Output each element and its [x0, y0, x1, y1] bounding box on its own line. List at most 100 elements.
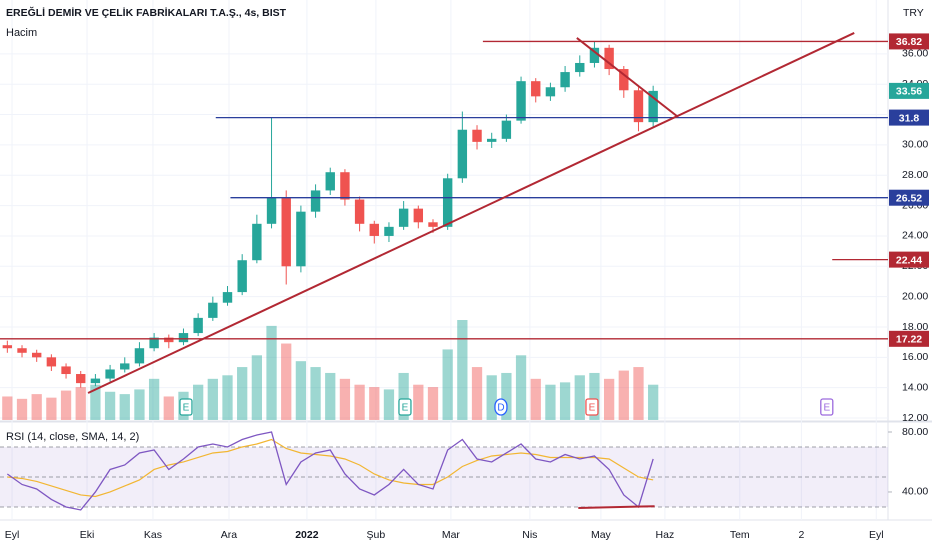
volume-bar [266, 325, 277, 420]
volume-bar [589, 372, 600, 420]
volume-bar [134, 389, 145, 420]
candle-body [516, 81, 526, 121]
y-tick-label: 20.00 [902, 290, 928, 302]
candle-body [325, 172, 335, 191]
x-tick-label: Eyl [5, 529, 20, 541]
candle-body [354, 199, 365, 224]
y-tick-label: 14.00 [902, 381, 928, 393]
candle-body [560, 72, 570, 88]
x-tick-label: Şub [367, 529, 386, 541]
volume-bar [325, 372, 336, 420]
candle-body [648, 90, 658, 123]
candle-body [575, 62, 585, 73]
price-box-label: 31.8 [899, 112, 920, 124]
price-box-label: 36.82 [896, 36, 922, 48]
volume-bar [237, 367, 248, 420]
event-marker [820, 398, 834, 416]
volume-bar [75, 387, 86, 420]
candle-body [17, 348, 27, 353]
volume-bar [442, 349, 453, 420]
volume-bar [119, 394, 130, 420]
volume-bar [31, 394, 42, 420]
x-tick-label: Eki [80, 529, 95, 541]
volume-bar [354, 384, 365, 420]
volume-bar [2, 396, 13, 420]
rsi-tick-label: 80.00 [902, 426, 928, 438]
candle-body [237, 260, 247, 293]
price-box-label: 22.44 [896, 254, 922, 266]
volume-bar [163, 396, 174, 420]
price-box-label: 26.52 [896, 192, 922, 204]
x-tick-label: Eyl [869, 529, 884, 541]
candle-body [545, 87, 556, 97]
candle-body [428, 222, 438, 227]
candle-body [457, 129, 468, 179]
price-box-label: 33.56 [896, 86, 922, 98]
candle-body [413, 208, 424, 223]
trend-line [87, 32, 855, 394]
volume-bar [60, 390, 72, 420]
candle-body [633, 90, 644, 123]
candle-body [501, 120, 512, 139]
price-box [889, 109, 929, 126]
volume-bar [207, 378, 218, 420]
candle-body [105, 369, 115, 379]
x-tick-label: May [591, 529, 612, 541]
volume-bar [457, 320, 468, 420]
volume-bar [295, 361, 307, 420]
event-label: E [589, 403, 596, 414]
rsi-tick-label: 40.00 [902, 486, 928, 498]
trend-line [576, 37, 679, 118]
event-marker [398, 398, 412, 416]
price-box-label: 17.22 [896, 334, 922, 346]
event-marker [585, 398, 599, 416]
y-tick-label: 36.00 [902, 48, 928, 60]
volume-label: Hacim [6, 27, 37, 39]
y-tick-label: 24.00 [902, 230, 928, 242]
price-box [889, 82, 929, 99]
chart-title: EREĞLİ DEMİR VE ÇELİK FABRİKALARI T.A.Ş.… [6, 6, 287, 19]
candle-body [266, 198, 277, 224]
y-tick-label: 12.00 [902, 412, 928, 424]
volume-bar [383, 389, 395, 420]
candle-body [487, 138, 497, 142]
volume-bar [486, 375, 497, 420]
volume-bar [559, 382, 571, 420]
volume-bar [148, 378, 160, 420]
rsi-line [6, 431, 654, 511]
volume-bar [471, 367, 483, 420]
candle-body [61, 366, 71, 375]
volume-bar [369, 387, 380, 420]
price-box [889, 330, 929, 347]
candle-body [193, 317, 203, 334]
y-tick-label: 28.00 [902, 169, 928, 181]
volume-bar [427, 387, 439, 420]
volume-bar [545, 384, 556, 420]
x-tick-label: 2 [798, 529, 804, 541]
candle-body [222, 292, 233, 303]
event-label: D [497, 403, 504, 414]
candle-body [310, 190, 321, 212]
volume-bar [648, 384, 659, 420]
volume-bar [104, 391, 116, 420]
price-box [889, 251, 929, 268]
candle-body [178, 333, 189, 343]
candle-body [76, 374, 86, 384]
candle-body [252, 223, 262, 261]
volume-bar [398, 372, 409, 420]
candle-body [296, 211, 306, 267]
x-tick-label: Mar [442, 529, 461, 541]
candle-body [208, 302, 218, 318]
candle-body [134, 348, 145, 364]
volume-bar [413, 384, 424, 420]
volume-bar [46, 397, 57, 420]
event-marker [179, 398, 193, 416]
volume-bar [618, 370, 629, 420]
volume-bar [501, 372, 512, 420]
x-tick-label: Nis [522, 529, 537, 541]
volume-bar [574, 375, 585, 420]
y-tick-label: 16.00 [902, 351, 928, 363]
volume-bar [633, 367, 644, 420]
